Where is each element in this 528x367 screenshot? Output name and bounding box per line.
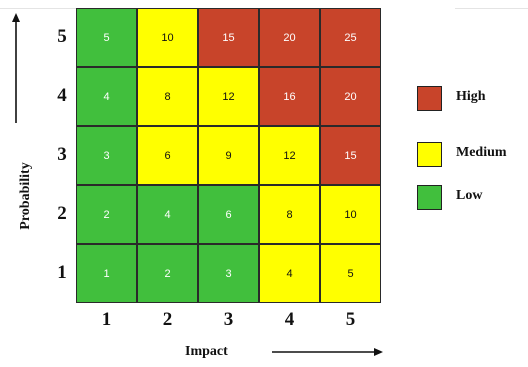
risk-cell-p2-i1: 2	[76, 185, 137, 244]
y-axis-arrow-icon	[12, 13, 20, 123]
impact-label: 4	[284, 309, 295, 330]
risk-cell-p4-i4: 16	[259, 67, 320, 126]
risk-cell-p3-i3: 9	[198, 126, 259, 185]
risk-cell-p1-i4: 4	[259, 244, 320, 303]
risk-cell-p1-i1: 1	[76, 244, 137, 303]
risk-cell-p1-i3: 3	[198, 244, 259, 303]
impact-label: 3	[223, 309, 234, 330]
risk-cell-p5-i5: 25	[320, 8, 381, 67]
legend-label-high: High	[456, 89, 486, 104]
legend-swatch-low	[417, 185, 442, 210]
impact-label: 2	[162, 309, 173, 330]
risk-cell-p4-i5: 20	[320, 67, 381, 126]
risk-cell-p5-i3: 15	[198, 8, 259, 67]
top-rule-right	[455, 8, 528, 9]
risk-cell-p4-i3: 12	[198, 67, 259, 126]
risk-cell-p4-i2: 8	[137, 67, 198, 126]
risk-cell-p2-i3: 6	[198, 185, 259, 244]
impact-label: 5	[345, 309, 356, 330]
risk-cell-p5-i4: 20	[259, 8, 320, 67]
risk-cell-p2-i2: 4	[137, 185, 198, 244]
risk-cell-p2-i4: 8	[259, 185, 320, 244]
risk-cell-p1-i2: 2	[137, 244, 198, 303]
risk-cell-p3-i5: 15	[320, 126, 381, 185]
x-axis-title: Impact	[185, 344, 228, 359]
risk-cell-p3-i1: 3	[76, 126, 137, 185]
risk-cell-p3-i2: 6	[137, 126, 198, 185]
risk-cell-p5-i1: 5	[76, 8, 137, 67]
legend-swatch-high	[417, 86, 442, 111]
risk-cell-p4-i1: 4	[76, 67, 137, 126]
probability-label: 1	[57, 262, 67, 283]
risk-cell-p2-i5: 10	[320, 185, 381, 244]
risk-matrix-grid: 5 10 15 20 25 4 8 12 16 20 3 6 9 12 15 2 4 6 8 10 1 2 3 4 5	[76, 8, 381, 303]
legend-swatch-medium	[417, 142, 442, 167]
legend-label-medium: Medium	[456, 145, 507, 160]
impact-label: 1	[101, 309, 112, 330]
legend-label-low: Low	[456, 188, 483, 203]
probability-label: 2	[57, 203, 67, 224]
risk-cell-p5-i2: 10	[137, 8, 198, 67]
probability-label: 3	[57, 144, 67, 165]
x-axis-arrow-icon	[272, 348, 383, 356]
probability-label: 5	[57, 26, 67, 47]
risk-cell-p3-i4: 12	[259, 126, 320, 185]
risk-cell-p1-i5: 5	[320, 244, 381, 303]
probability-label: 4	[57, 85, 67, 106]
y-axis-title: Probability	[18, 162, 33, 230]
